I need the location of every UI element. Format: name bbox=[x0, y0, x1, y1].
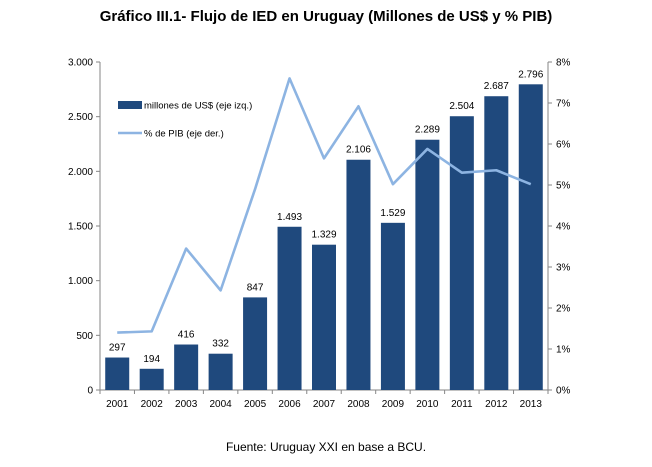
bar-data-label: 847 bbox=[247, 282, 264, 293]
x-tick-label: 2008 bbox=[347, 399, 370, 410]
left-tick-label: 2.000 bbox=[68, 167, 93, 178]
bar bbox=[139, 368, 164, 390]
right-tick-label: 5% bbox=[556, 181, 571, 192]
x-tick-label: 2010 bbox=[416, 399, 439, 410]
bar bbox=[380, 222, 405, 390]
x-tick-label: 2007 bbox=[313, 399, 336, 410]
bar bbox=[208, 353, 233, 390]
bar bbox=[312, 244, 336, 390]
bar-data-label: 1.529 bbox=[380, 208, 405, 219]
right-tick-label: 2% bbox=[556, 304, 571, 315]
legend-swatch-bars bbox=[118, 101, 142, 109]
bar bbox=[518, 84, 543, 390]
right-tick-label: 1% bbox=[556, 345, 571, 356]
bar-data-label: 332 bbox=[212, 339, 229, 350]
left-tick-label: 3.000 bbox=[68, 58, 93, 69]
x-tick-label: 2004 bbox=[209, 399, 232, 410]
x-tick-label: 2005 bbox=[244, 399, 267, 410]
x-tick-label: 2012 bbox=[485, 399, 508, 410]
left-tick-label: 1.000 bbox=[68, 276, 93, 287]
x-tick-label: 2011 bbox=[451, 399, 473, 410]
bar bbox=[346, 159, 371, 390]
bar bbox=[243, 297, 268, 390]
bar bbox=[484, 96, 509, 390]
x-tick-label: 2002 bbox=[141, 399, 164, 410]
bar-data-label: 297 bbox=[109, 343, 126, 354]
chart-source: Fuente: Uruguay XXI en base a BCU. bbox=[225, 440, 427, 454]
bar-data-label: 2.504 bbox=[449, 101, 474, 112]
x-tick-label: 2013 bbox=[520, 399, 543, 410]
bar-data-label: 2.106 bbox=[346, 145, 371, 156]
left-tick-label: 2.500 bbox=[68, 112, 93, 123]
bar bbox=[415, 139, 440, 390]
legend-label-line: % de PIB (eje der.) bbox=[144, 129, 224, 140]
bar bbox=[105, 357, 130, 390]
x-tick-label: 2009 bbox=[382, 399, 405, 410]
bar-data-label: 194 bbox=[143, 354, 160, 365]
right-tick-label: 7% bbox=[556, 99, 571, 110]
x-tick-label: 2006 bbox=[278, 399, 301, 410]
bar bbox=[277, 226, 302, 390]
right-tick-label: 6% bbox=[556, 140, 571, 151]
x-tick-label: 2001 bbox=[106, 399, 129, 410]
left-tick-label: 0 bbox=[87, 386, 93, 397]
bar-data-label: 416 bbox=[178, 330, 195, 341]
chart-title: Gráfico III.1- Flujo de IED en Uruguay (… bbox=[99, 8, 553, 25]
bar-data-label: 2.289 bbox=[415, 125, 440, 136]
right-tick-label: 3% bbox=[556, 263, 571, 274]
x-tick-label: 2003 bbox=[175, 399, 198, 410]
left-tick-label: 1.500 bbox=[68, 222, 93, 233]
right-tick-label: 8% bbox=[556, 58, 571, 69]
bar bbox=[449, 116, 474, 390]
bar-data-label: 1.493 bbox=[277, 212, 302, 223]
bar-data-label: 1.329 bbox=[311, 230, 336, 241]
legend-label-bars: millones de US$ (eje izq.) bbox=[144, 101, 252, 112]
right-tick-label: 4% bbox=[556, 222, 571, 233]
bar-data-label: 2.796 bbox=[518, 69, 543, 80]
bar bbox=[174, 344, 199, 390]
left-tick-label: 500 bbox=[76, 331, 93, 342]
bar-data-label: 2.687 bbox=[484, 81, 509, 92]
right-tick-label: 0% bbox=[556, 386, 571, 397]
